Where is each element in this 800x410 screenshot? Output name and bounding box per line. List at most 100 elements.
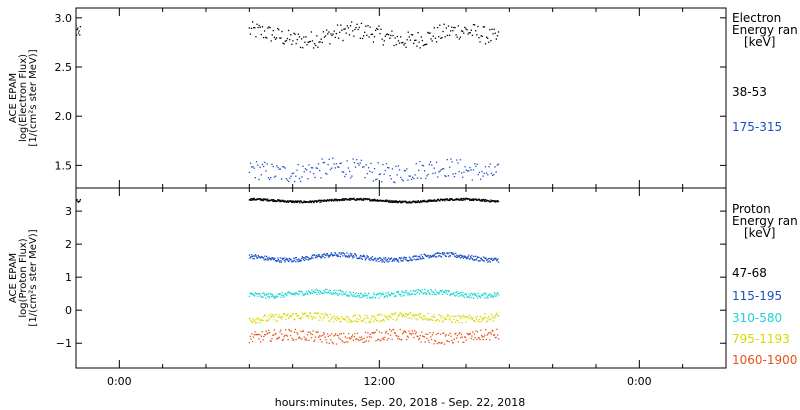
data-point [280,261,283,263]
data-point [482,26,484,28]
data-point [323,36,326,38]
data-point [464,26,466,29]
data-point [359,293,362,295]
data-point [77,32,80,34]
data-point [340,253,342,256]
data-point [391,260,393,263]
data-point [269,27,271,29]
data-point [326,292,329,294]
data-point [376,178,378,180]
data-point [266,199,268,201]
data-point [394,200,396,202]
y-tick-label: 3.0 [55,12,73,25]
data-point [358,339,360,342]
data-point [430,288,432,291]
legend-title: Proton [732,202,771,216]
data-point [318,41,320,43]
data-point [451,321,454,323]
data-point [371,171,373,174]
data-point [396,201,398,204]
data-point [465,258,468,260]
data-point [456,254,458,257]
data-point [443,343,446,345]
data-point [360,197,362,200]
data-point [420,254,422,256]
data-point [372,41,375,43]
data-point [481,35,483,37]
data-point [372,200,374,202]
data-point [488,41,490,43]
data-point [402,295,404,297]
data-point [436,252,438,254]
data-point [497,163,500,165]
data-point [262,319,264,322]
data-point [267,27,269,29]
data-point [300,38,303,40]
data-point [464,293,466,295]
data-point [432,319,434,321]
data-point [400,314,403,316]
data-point [493,28,495,30]
data-point [289,334,292,337]
data-point [364,292,366,294]
data-point [354,166,357,168]
data-point [266,319,268,321]
data-point [263,314,266,317]
data-point [393,313,395,315]
data-point [376,294,378,296]
data-point [406,313,408,315]
data-point [407,336,409,338]
data-point [251,21,254,23]
data-point [388,337,390,340]
data-point [358,295,360,297]
data-point [257,254,259,257]
data-point [387,333,389,335]
data-point [268,318,270,321]
data-point [325,314,327,316]
data-point [349,291,351,293]
data-point [369,333,371,336]
data-point [374,297,376,299]
data-point [487,318,489,320]
data-point [390,316,392,319]
plot-frame [75,7,727,189]
data-point [475,259,477,261]
data-point [362,255,364,258]
data-point [345,32,347,34]
data-point [322,317,325,319]
data-point [310,31,313,33]
data-point [298,177,301,180]
data-point [431,291,433,293]
data-point [434,339,436,342]
data-point [355,255,358,257]
data-point [358,198,360,200]
data-point [287,29,290,32]
legend-entry: 310-580 [732,311,782,325]
data-point [483,199,485,201]
data-point [290,292,292,294]
data-point [317,163,320,165]
data-point [417,200,420,202]
data-point [485,257,487,259]
data-point [300,290,302,293]
data-point [401,316,404,318]
data-point [265,255,268,258]
data-point [356,199,359,201]
data-point [390,330,392,332]
data-point [348,295,350,297]
data-point [266,198,269,200]
data-point [260,341,262,343]
data-point [377,338,380,340]
data-point [442,320,444,322]
data-point [399,328,401,331]
data-point [471,199,474,201]
data-point [405,202,408,204]
data-point [435,319,437,322]
data-point [387,166,389,169]
data-point [257,295,259,297]
data-point [335,163,338,165]
data-point [480,257,482,259]
data-point [263,335,265,338]
data-point [335,333,337,335]
data-point [371,33,373,35]
